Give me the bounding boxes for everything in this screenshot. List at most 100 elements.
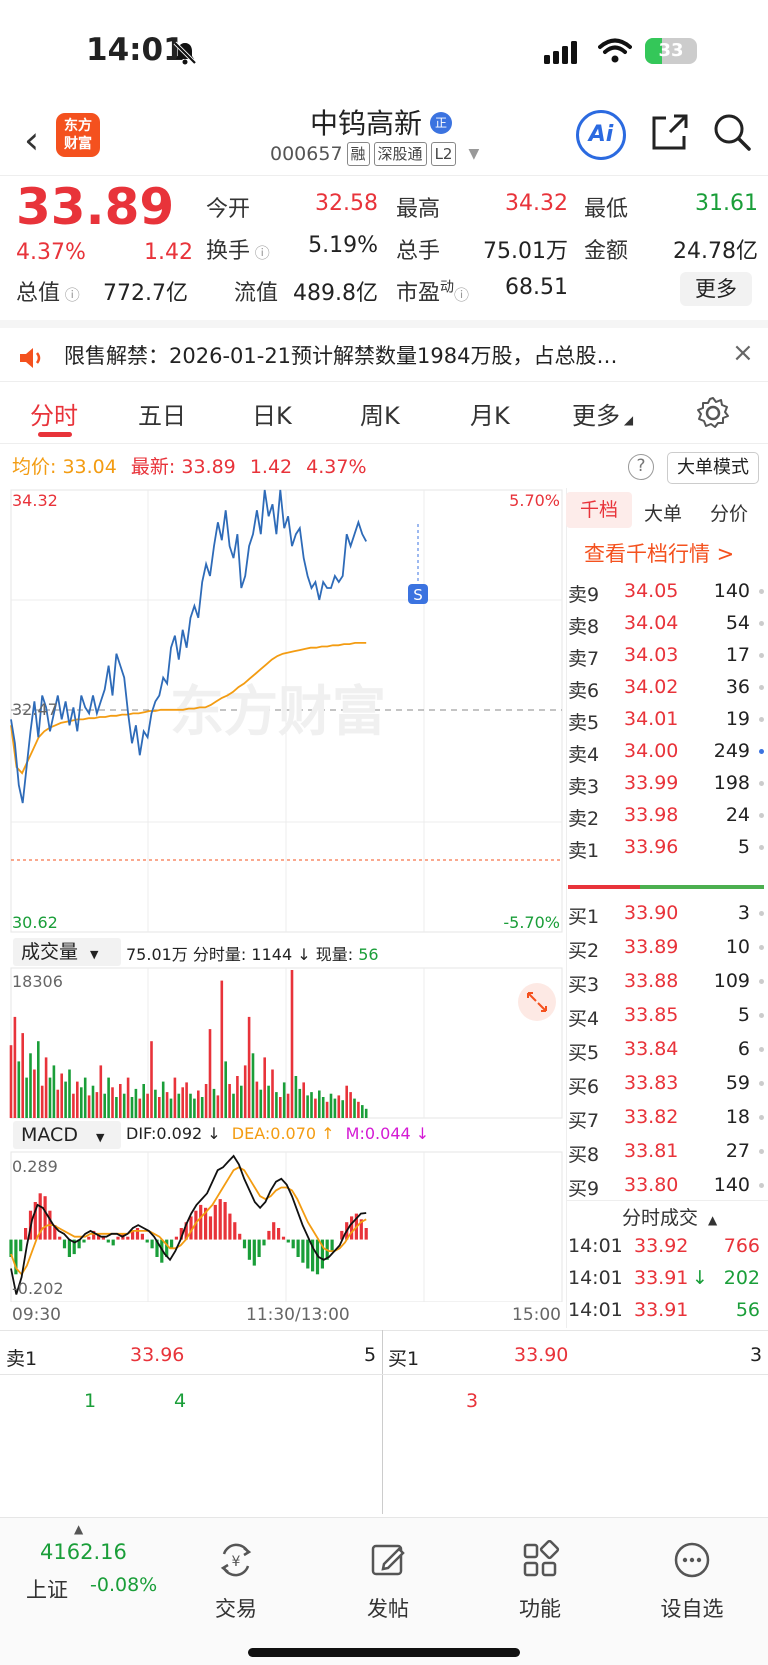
ask-row[interactable]: 卖1 33.96 5 bbox=[568, 830, 764, 864]
ask-row[interactable]: 卖6 34.02 36 bbox=[568, 670, 764, 704]
volume-bar bbox=[177, 1093, 181, 1118]
tab-five-day[interactable]: 五日 bbox=[138, 402, 186, 430]
tab-weekly-k[interactable]: 周K bbox=[360, 402, 400, 430]
index-name[interactable]: 上证 bbox=[26, 1578, 68, 1602]
bid-row[interactable]: 买7 33.82 18 bbox=[568, 1100, 764, 1134]
bid-price: 33.84 bbox=[624, 1038, 679, 1060]
bid-level-label: 买5 bbox=[568, 1042, 600, 1064]
settings-gear-icon[interactable] bbox=[696, 396, 730, 430]
search-icon[interactable] bbox=[712, 112, 752, 152]
tab-level-book[interactable]: 千档 bbox=[566, 492, 632, 528]
index-value[interactable]: 4162.16 bbox=[40, 1540, 127, 1564]
ask-row[interactable]: 卖4 34.00 249 bbox=[568, 734, 764, 768]
volume-bar bbox=[21, 1033, 24, 1118]
ask-row[interactable]: 卖2 33.98 24 bbox=[568, 798, 764, 832]
view-full-book-link[interactable]: 查看千档行情 > bbox=[584, 542, 735, 566]
volume-bar bbox=[17, 1061, 21, 1118]
bid-row[interactable]: 买4 33.85 5 bbox=[568, 998, 764, 1032]
ask-level-label: 卖5 bbox=[568, 712, 600, 734]
ask-queue-item: 4 bbox=[174, 1390, 187, 1412]
macd-bar bbox=[126, 1236, 130, 1240]
change-percent: 4.37% bbox=[16, 240, 86, 265]
ask-level-label: 卖9 bbox=[568, 584, 600, 606]
macd-bar bbox=[131, 1230, 135, 1240]
ask-row[interactable]: 卖3 33.99 198 bbox=[568, 766, 764, 800]
notice-banner[interactable]: 限售解禁：2026-01-21预计解禁数量1984万股，占总股… × bbox=[0, 320, 768, 382]
volume-chart[interactable]: 18306 bbox=[0, 966, 566, 1120]
nav-add-watchlist[interactable]: 设自选 bbox=[632, 1540, 752, 1623]
status-time: 14:01 bbox=[86, 32, 185, 68]
bid-row[interactable]: 买9 33.80 140 bbox=[568, 1168, 764, 1202]
pe-label[interactable]: 市盈动ⓘ bbox=[396, 279, 470, 306]
market-cap-label[interactable]: 总值 ⓘ bbox=[16, 281, 80, 306]
bid-row[interactable]: 买1 33.90 3 bbox=[568, 896, 764, 930]
ask-row[interactable]: 卖7 34.03 17 bbox=[568, 638, 764, 672]
close-icon[interactable]: × bbox=[732, 338, 754, 368]
ask-row[interactable]: 卖5 34.01 19 bbox=[568, 702, 764, 736]
tab-intraday[interactable]: 分时 bbox=[30, 402, 78, 430]
help-icon[interactable]: ? bbox=[628, 454, 654, 480]
volume-bar bbox=[138, 1098, 142, 1118]
ticks-title[interactable]: 分时成交 ▲ bbox=[622, 1207, 718, 1229]
bid-row[interactable]: 买6 33.83 59 bbox=[568, 1066, 764, 1100]
ask-row[interactable]: 卖8 34.04 54 bbox=[568, 606, 764, 640]
macd-bar bbox=[116, 1236, 120, 1240]
macd-chart[interactable]: 0.289 -0.202 bbox=[0, 1150, 566, 1302]
latest-label: 最新: bbox=[130, 456, 176, 478]
caret-up-icon[interactable]: ▲ bbox=[74, 1522, 84, 1536]
time-start-label: 09:30 bbox=[12, 1305, 61, 1325]
share-icon[interactable] bbox=[650, 112, 690, 152]
ask-volume: 249 bbox=[713, 740, 750, 762]
lower-bid-label: 买1 bbox=[388, 1348, 420, 1370]
turnover-label[interactable]: 换手 ⓘ bbox=[206, 239, 270, 264]
tab-big-orders[interactable]: 大单 bbox=[644, 503, 683, 525]
index-percent[interactable]: -0.08% bbox=[90, 1574, 158, 1596]
macd-bar bbox=[33, 1202, 37, 1240]
expand-button[interactable] bbox=[518, 983, 556, 1021]
price-chart[interactable]: 东方财富 34.32 32.47 30.62 5.70% -5.70% S bbox=[0, 488, 566, 938]
macd-bar bbox=[19, 1239, 23, 1252]
macd-bar bbox=[223, 1202, 227, 1240]
bid-row[interactable]: 买2 33.89 10 bbox=[568, 930, 764, 964]
bid-volume: 5 bbox=[737, 1004, 750, 1026]
stock-header: ‹ 东方 财富 中钨高新 正 000657 融 深股通 L2 ▼ Ai bbox=[0, 100, 768, 176]
more-quote-button[interactable]: 更多 bbox=[680, 272, 752, 306]
macd-selector[interactable]: MACD ▼ bbox=[13, 1121, 121, 1149]
volume-bar bbox=[33, 1069, 36, 1118]
tab-monthly-k[interactable]: 月K bbox=[470, 402, 510, 430]
ask-price: 34.04 bbox=[624, 612, 679, 634]
ask-volume: 19 bbox=[725, 708, 750, 730]
big-order-mode-button[interactable]: 大单模式 bbox=[667, 452, 759, 484]
row-dot bbox=[759, 781, 764, 786]
dropdown-caret-icon[interactable]: ▼ bbox=[468, 146, 480, 162]
volume-bar bbox=[357, 1101, 360, 1118]
tab-price-volume[interactable]: 分价 bbox=[710, 503, 749, 525]
nav-functions[interactable]: 功能 bbox=[480, 1539, 600, 1623]
volume-selector[interactable]: 成交量 ▼ bbox=[13, 938, 121, 966]
macd-bar bbox=[87, 1236, 91, 1240]
tab-daily-k[interactable]: 日K bbox=[252, 402, 292, 430]
nav-trade[interactable]: ¥ 交易 bbox=[176, 1540, 296, 1623]
chart-tabs: 分时 五日 日K 周K 月K 更多 ◢ bbox=[0, 382, 768, 444]
stock-code-row[interactable]: 000657 融 深股通 L2 ▼ bbox=[270, 142, 479, 166]
stock-name[interactable]: 中钨高新 bbox=[310, 107, 423, 140]
dea-line bbox=[10, 1166, 367, 1276]
bid-row[interactable]: 买3 33.88 109 bbox=[568, 964, 764, 998]
volume-bar bbox=[44, 1057, 48, 1118]
row-dot bbox=[759, 845, 764, 850]
tab-more[interactable]: 更多 ◢ bbox=[572, 402, 634, 430]
ai-button[interactable]: Ai bbox=[576, 110, 626, 160]
volume-bar bbox=[13, 1016, 17, 1118]
bid-row[interactable]: 买5 33.84 6 bbox=[568, 1032, 764, 1066]
volume-bar bbox=[228, 1084, 231, 1118]
macd-bar bbox=[101, 1236, 105, 1240]
volume-bar bbox=[236, 1076, 239, 1118]
nav-post[interactable]: 发帖 bbox=[328, 1540, 448, 1623]
bid-volume: 18 bbox=[725, 1106, 750, 1128]
back-arrow-icon[interactable]: ‹ bbox=[24, 118, 40, 162]
row-dot bbox=[759, 589, 764, 594]
macd-bar bbox=[24, 1228, 28, 1240]
macd-bar bbox=[174, 1236, 178, 1240]
ask-row[interactable]: 卖9 34.05 140 bbox=[568, 574, 764, 608]
bid-row[interactable]: 买8 33.81 27 bbox=[568, 1134, 764, 1168]
